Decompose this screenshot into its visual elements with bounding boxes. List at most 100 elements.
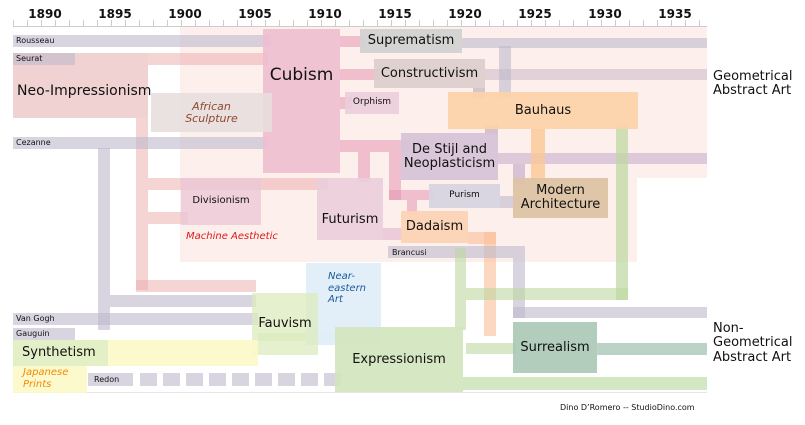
year-tick bbox=[615, 20, 616, 26]
brancusi-bar-end bbox=[513, 307, 707, 318]
van-gogh-bar bbox=[13, 313, 258, 325]
african-sculpture-box: African Sculpture bbox=[151, 93, 272, 132]
year-tick bbox=[13, 20, 14, 26]
year-tick bbox=[279, 20, 280, 26]
suprematism-label: Suprematism bbox=[367, 33, 455, 49]
fauvism-box: Fauvism bbox=[252, 293, 318, 355]
gauguin-label: Gauguin bbox=[16, 329, 50, 338]
year-label: 1895 bbox=[98, 7, 132, 21]
cezanne-to-fauvism-line bbox=[110, 295, 256, 307]
de-stijl-bar bbox=[498, 153, 707, 164]
year-label: 1935 bbox=[658, 7, 692, 21]
year-tick bbox=[69, 20, 70, 26]
year-tick bbox=[377, 20, 378, 26]
expressionism-line bbox=[455, 248, 466, 330]
redon-dash bbox=[278, 373, 295, 386]
fauvism-label: Fauvism bbox=[258, 316, 312, 332]
african-sculpture-label: African Sculpture bbox=[185, 99, 238, 125]
year-tick bbox=[685, 20, 686, 26]
seurat-bar bbox=[13, 53, 75, 65]
year-tick bbox=[531, 20, 532, 26]
redon-dash bbox=[255, 373, 272, 386]
year-tick bbox=[545, 20, 546, 26]
de-stijl-box: De Stijl and Neoplasticism bbox=[401, 133, 498, 180]
bauhaus-green-line bbox=[616, 125, 628, 300]
redon-dash bbox=[301, 373, 318, 386]
redon-dash bbox=[232, 373, 249, 386]
cubism-to-constructivism bbox=[340, 69, 380, 80]
year-tick bbox=[363, 20, 364, 26]
year-tick bbox=[195, 20, 196, 26]
van-gogh-label: Van Gogh bbox=[16, 314, 55, 323]
rousseau-bar bbox=[13, 35, 270, 47]
redon-dash bbox=[209, 373, 226, 386]
year-tick bbox=[405, 20, 406, 26]
year-tick bbox=[237, 20, 238, 26]
year-tick bbox=[587, 20, 588, 26]
year-tick bbox=[209, 20, 210, 26]
year-tick bbox=[419, 20, 420, 26]
year-tick bbox=[447, 20, 448, 26]
seurat-label: Seurat bbox=[16, 54, 43, 63]
cubism-to-purism bbox=[389, 152, 401, 200]
to-dadaism-line bbox=[407, 200, 417, 215]
year-tick bbox=[27, 20, 28, 26]
year-label: 1890 bbox=[28, 7, 62, 21]
year-tick bbox=[657, 20, 658, 26]
redon-bar bbox=[88, 373, 133, 386]
dadaism-to-surrealism bbox=[484, 232, 496, 336]
neo-impressionism-line bbox=[136, 118, 148, 290]
expressionism-to-surrealism bbox=[466, 343, 516, 354]
divisionism-label: Divisionism bbox=[192, 195, 250, 207]
constructivism-box: Constructivism bbox=[374, 59, 485, 88]
near-eastern-art-label: Near-eastern Art bbox=[328, 271, 367, 305]
year-tick bbox=[307, 20, 308, 26]
cubism-to-de-stijl bbox=[340, 140, 410, 152]
constructivism-bar bbox=[485, 69, 707, 80]
year-tick bbox=[265, 20, 266, 26]
cezanne-bar bbox=[13, 137, 268, 149]
cubism-to-futurism bbox=[358, 152, 370, 182]
bauhaus-to-modern bbox=[531, 129, 545, 184]
year-tick bbox=[489, 20, 490, 26]
year-tick bbox=[41, 20, 42, 26]
year-label: 1930 bbox=[588, 7, 622, 21]
year-tick bbox=[321, 20, 322, 26]
redon-label: Redon bbox=[94, 375, 120, 384]
year-label: 1910 bbox=[308, 7, 342, 21]
year-tick bbox=[83, 20, 84, 26]
year-tick bbox=[629, 20, 630, 26]
timeline-axis bbox=[13, 26, 707, 27]
year-tick bbox=[601, 20, 602, 26]
orphism-label: Orphism bbox=[352, 97, 392, 108]
redon-dash bbox=[163, 373, 180, 386]
year-tick bbox=[573, 20, 574, 26]
year-tick bbox=[223, 20, 224, 26]
non-geometrical-abstract-art-label: Non-Geometrical Abstract Art bbox=[713, 321, 793, 365]
year-tick bbox=[335, 20, 336, 26]
geometrical-abstract-art-label: Geometrical Abstract Art bbox=[713, 69, 793, 99]
year-tick bbox=[643, 20, 644, 26]
redon-dash bbox=[186, 373, 203, 386]
synthetism-label: Synthetism bbox=[22, 345, 96, 360]
divisionism-box: Divisionism bbox=[181, 178, 261, 225]
purism-box: Purism bbox=[429, 184, 500, 208]
year-tick bbox=[153, 20, 154, 26]
to-divisionism-line bbox=[148, 212, 188, 224]
year-tick bbox=[461, 20, 462, 26]
year-tick bbox=[559, 20, 560, 26]
surrealism-label: Surrealism bbox=[520, 339, 590, 355]
gauguin-bar bbox=[13, 328, 75, 340]
redon-dash bbox=[140, 373, 157, 386]
dadaism-box: Dadaism bbox=[401, 211, 468, 243]
year-tick bbox=[517, 20, 518, 26]
futurism-label: Futurism bbox=[321, 212, 379, 228]
year-tick bbox=[503, 20, 504, 26]
year-tick bbox=[391, 20, 392, 26]
japanese-prints-box: Japanese Prints bbox=[13, 366, 87, 393]
machine-aesthetic-label: Machine Aesthetic bbox=[186, 231, 278, 242]
cezanne-label: Cezanne bbox=[16, 138, 51, 147]
cubism-to-suprematism bbox=[340, 36, 365, 47]
to-purism-line bbox=[389, 190, 434, 200]
orphism-box: Orphism bbox=[345, 92, 399, 114]
